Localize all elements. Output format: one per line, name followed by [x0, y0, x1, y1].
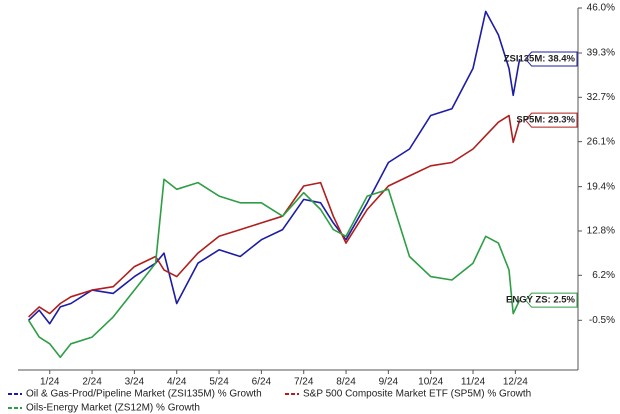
x-tick-label: 3/24	[125, 377, 145, 388]
y-tick-label: 12.8%	[587, 226, 615, 237]
end-label-box	[524, 51, 578, 67]
y-tick-label: -0.5%	[589, 315, 615, 326]
x-tick-label: 1/24	[40, 377, 60, 388]
x-tick-label: 5/24	[209, 377, 229, 388]
x-tick-label: 8/24	[336, 377, 356, 388]
legend-label: S&P 500 Composite Market ETF (SP5M) % Gr…	[303, 389, 531, 400]
y-tick-label: 26.1%	[587, 136, 615, 147]
y-tick-label: 6.2%	[592, 270, 615, 281]
end-label-box	[524, 112, 578, 128]
x-tick-label: 6/24	[252, 377, 272, 388]
x-tick-label: 10/24	[418, 377, 443, 388]
x-tick-label: 11/24	[461, 377, 486, 388]
y-tick-label: 46.0%	[587, 3, 615, 14]
series-line	[27, 178, 521, 358]
end-label-text: ENGY ZS: 2.5%	[506, 295, 576, 306]
y-tick-label: 32.7%	[587, 92, 615, 103]
x-tick-label: 4/24	[167, 377, 187, 388]
end-label: ZSI135M: 38.4%	[504, 51, 578, 67]
x-tick-label: 9/24	[379, 377, 399, 388]
x-tick-label: 2/24	[82, 377, 102, 388]
series-line	[28, 114, 521, 318]
end-label-text: ZSI135M: 38.4%	[504, 54, 576, 65]
end-label: SP5M: 29.3%	[516, 112, 578, 128]
x-tick-label: 7/24	[294, 377, 314, 388]
y-tick-label: 19.4%	[587, 181, 615, 192]
end-label-text: SP5M: 29.3%	[516, 115, 575, 126]
end-label: ENGY ZS: 2.5%	[506, 292, 578, 308]
y-tick-label: 39.3%	[587, 48, 615, 59]
legend-label: Oils-Energy Market (ZS12M) % Growth	[26, 403, 200, 414]
series-line	[28, 10, 521, 325]
legend-label: Oil & Gas-Prod/Pipeline Market (ZSI135M)…	[26, 389, 262, 400]
x-tick-label: 12/24	[503, 377, 528, 388]
end-label-box	[524, 292, 578, 308]
